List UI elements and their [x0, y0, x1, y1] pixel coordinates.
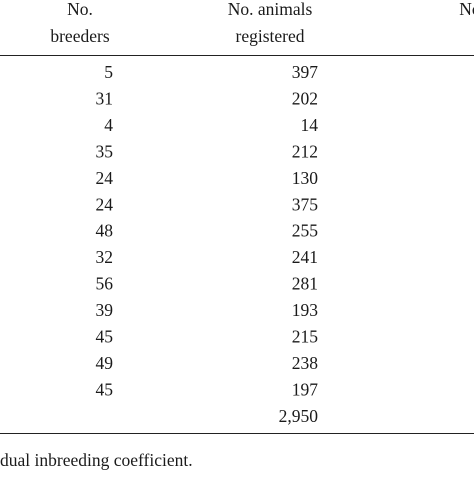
column-header: No.: [67, 0, 93, 19]
cell: 241: [292, 247, 318, 267]
cell: 238: [292, 353, 319, 373]
cell: 5: [104, 62, 113, 82]
cell: 32: [96, 247, 114, 267]
cell: 49: [96, 353, 114, 373]
cell: 45: [96, 379, 114, 399]
cell: 212: [292, 141, 318, 161]
cell: 255: [292, 221, 319, 241]
cell: 24: [96, 194, 114, 214]
cell: 45: [96, 327, 114, 347]
cell: 4: [104, 115, 113, 135]
cell: 202: [292, 88, 318, 108]
cell: 48: [96, 221, 114, 241]
cell: 193: [292, 300, 319, 320]
cell: 14: [301, 115, 319, 135]
cell: 215: [292, 327, 319, 347]
cell: 281: [292, 274, 318, 294]
column-header: breeders: [50, 26, 109, 46]
cell: 35: [96, 141, 114, 161]
cell: 39: [96, 300, 114, 320]
cell: 375: [292, 194, 319, 214]
footnote: dual inbreeding coefficient.: [0, 450, 193, 470]
column-header: registered: [236, 26, 305, 46]
cell: 24: [96, 168, 114, 188]
cell: 397: [292, 62, 319, 82]
cell: 31: [96, 88, 114, 108]
column-header: No: [459, 0, 474, 19]
cell: 197: [292, 379, 319, 399]
column-header: No. animals: [228, 0, 313, 19]
total-cell: 2,950: [279, 406, 319, 426]
cell: 56: [96, 274, 114, 294]
cell: 130: [292, 168, 319, 188]
